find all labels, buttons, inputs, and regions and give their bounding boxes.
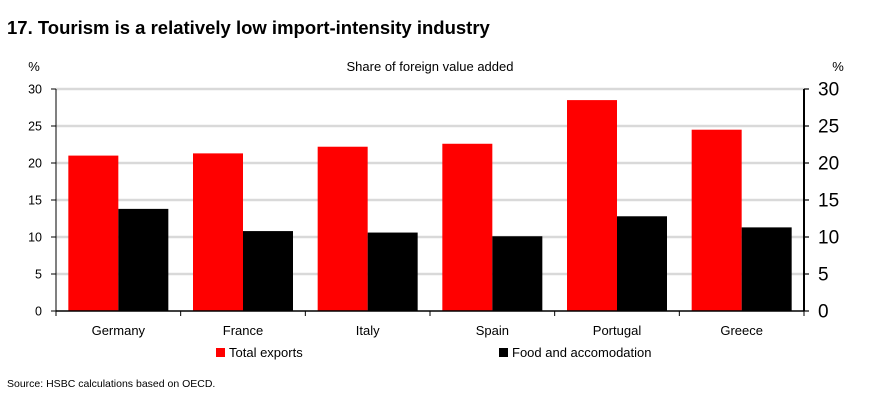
chart-title: 17. Tourism is a relatively low import-i… [7,17,490,38]
left-axis-tick-label: 10 [28,231,42,245]
right-axis-tick-label: 15 [818,191,839,212]
bar-total-exports-france [193,153,243,311]
x-axis-category-label: Greece [720,323,763,338]
bars [68,100,792,311]
left-axis-tick-label: 25 [28,120,42,134]
x-axis-category-label: France [223,323,263,338]
bar-food-accomodation-germany [118,208,169,311]
x-axis-category-label: Spain [476,323,509,338]
right-axis-tick-label: 20 [818,154,839,175]
bar-total-exports-spain [442,143,493,311]
bar-food-accomodation-portugal [617,216,667,311]
right-axis-tick-label: 10 [818,228,839,249]
bar-total-exports-greece [691,129,742,311]
bar-food-accomodation-france [243,231,293,311]
axes: 0 0 5 5 10 10 15 15 20 20 25 25 30 30 Germany France Ita… [28,80,839,339]
bar-food-accomodation-spain [492,236,543,311]
x-axis-category-label: Germany [92,323,146,338]
left-axis-tick-label: 15 [28,194,42,208]
left-axis-tick-label: 5 [35,268,42,282]
right-axis-tick-label: 30 [818,80,839,101]
legend: Total exports Food and accomodation [216,345,651,360]
legend-label-food-accomodation: Food and accomodation [512,345,651,360]
chart-subtitle: Share of foreign value added [347,59,514,74]
x-axis-category-label: Portugal [593,323,642,338]
right-axis-unit: % [832,59,844,74]
gridlines [56,87,804,276]
right-axis-tick-label: 5 [818,265,829,286]
right-axis-tick-label: 0 [818,302,829,323]
left-axis-tick-label: 30 [28,83,42,97]
right-axis-tick-label: 25 [818,117,839,138]
x-axis-category-label: Italy [356,323,380,338]
left-axis-tick-label: 20 [28,157,42,171]
bar-total-exports-portugal [567,100,617,311]
left-axis-unit: % [28,59,40,74]
legend-swatch-food-accomodation [499,348,508,357]
bar-food-accomodation-greece [741,227,792,311]
bar-food-accomodation-italy [367,232,418,311]
source-note: Source: HSBC calculations based on OECD. [7,378,216,390]
bar-total-exports-germany [68,155,119,311]
bar-total-exports-italy [317,146,368,311]
legend-swatch-total-exports [216,348,225,357]
left-axis-tick-label: 0 [35,305,42,319]
legend-label-total-exports: Total exports [229,345,303,360]
